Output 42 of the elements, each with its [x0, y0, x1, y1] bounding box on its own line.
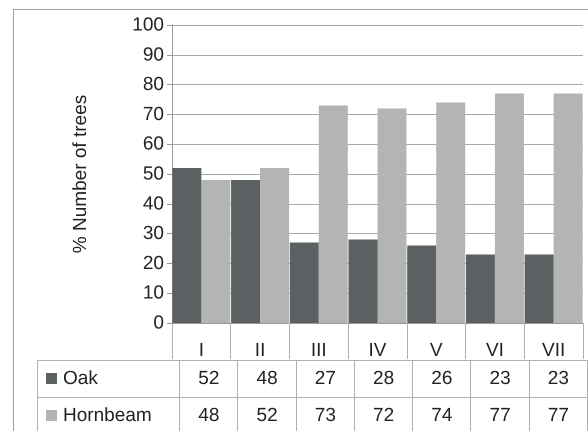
x-tick-label: III	[310, 340, 327, 361]
bar	[407, 246, 436, 323]
x-tick-label: IV	[368, 340, 387, 361]
x-tick-label: VI	[486, 340, 504, 361]
y-tick-label: 60	[142, 134, 164, 155]
data-label: 28	[354, 360, 413, 398]
y-tick-label: 20	[142, 252, 164, 274]
x-tick-label: VII	[542, 340, 566, 361]
y-tick-label: 0	[153, 312, 164, 334]
data-label: 48	[238, 360, 296, 398]
y-tick-label: 100	[132, 14, 164, 36]
x-tick-label: II	[254, 340, 266, 361]
data-label: 48	[180, 398, 238, 431]
y-tick-label: 70	[142, 104, 164, 125]
x-tick-label: I	[198, 340, 204, 361]
data-label: 26	[412, 360, 471, 398]
data-label: 23	[470, 360, 530, 398]
y-tick-label: 80	[142, 74, 164, 96]
x-tick-label: V	[430, 340, 443, 361]
bar	[231, 180, 260, 323]
y-tick-label: 30	[142, 223, 164, 244]
legend-label: Oak	[38, 360, 180, 398]
data-label: 52	[238, 398, 296, 431]
bar	[172, 168, 202, 323]
y-tick-label: 90	[142, 44, 164, 66]
bar	[290, 242, 319, 323]
data-label: 74	[412, 398, 471, 431]
data-label: 77	[470, 398, 530, 431]
bar	[348, 240, 378, 323]
legend-label: Hornbeam	[38, 398, 180, 431]
data-label: 23	[529, 360, 588, 398]
data-label: 72	[354, 398, 413, 431]
data-label: 27	[296, 360, 354, 398]
y-tick-label: 40	[142, 193, 164, 214]
data-label: 52	[180, 360, 238, 398]
data-label: 73	[296, 398, 354, 431]
y-axis-title: % Number of trees	[70, 94, 91, 254]
bar	[524, 254, 554, 323]
y-tick-label: 10	[142, 282, 164, 304]
data-label: 77	[529, 398, 588, 431]
bar	[466, 254, 495, 323]
y-tick-label: 50	[142, 164, 164, 184]
